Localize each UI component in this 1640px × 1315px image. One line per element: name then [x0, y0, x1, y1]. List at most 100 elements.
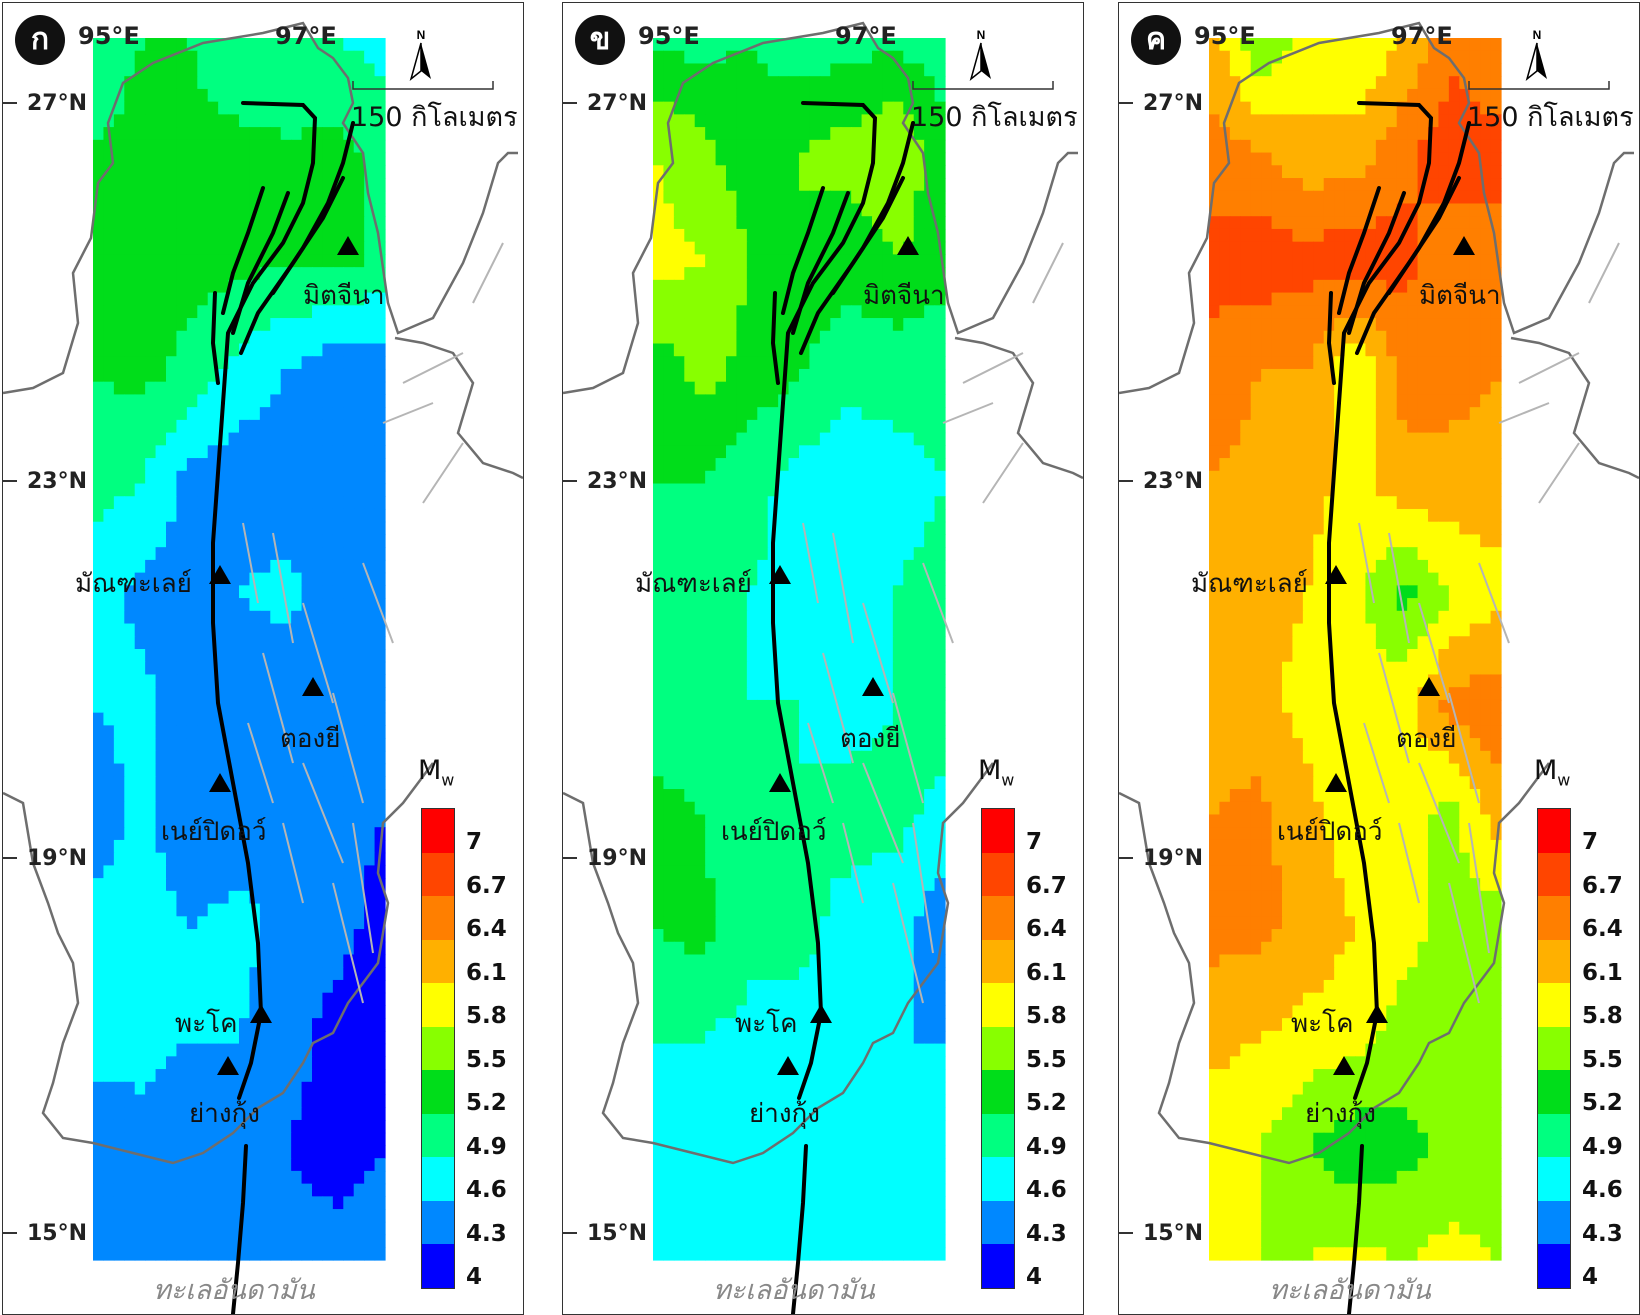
latitude-label: 19°N	[587, 846, 648, 871]
svg-text:N: N	[417, 28, 426, 42]
legend-swatch	[1538, 1200, 1570, 1244]
city-triangle-icon	[1366, 1004, 1388, 1023]
city-triangle-icon	[769, 565, 791, 584]
legend-tick-label: 6.4	[1582, 916, 1623, 942]
city-triangle-icon	[810, 1004, 832, 1023]
legend-swatch	[422, 809, 454, 853]
magnitude-map	[3, 21, 523, 1314]
legend-swatch	[1538, 896, 1570, 940]
city-triangle-icon	[217, 1056, 239, 1075]
city-label: ตองยี	[280, 724, 341, 754]
coastline	[3, 762, 434, 1165]
legend-tick-label: 4.3	[1026, 1220, 1067, 1247]
longitude-label: 95°E	[638, 22, 700, 50]
legend-tick-label: 7	[1582, 829, 1599, 855]
city-label: เนย์ปิดอว์	[161, 817, 267, 847]
city-triangle-icon	[1453, 236, 1475, 255]
north-arrow-icon: N	[968, 27, 994, 87]
legend-tick-label: 5.5	[1026, 1046, 1067, 1073]
major-faults	[1326, 101, 1471, 1314]
latitude-label: 27°N	[1143, 91, 1204, 116]
city-label: ย่างกุ้ง	[189, 1099, 260, 1129]
legend-tick-label: 5.2	[466, 1090, 507, 1116]
legend-tick-label: 5.5	[466, 1046, 507, 1073]
latitude-label: 27°N	[27, 91, 88, 116]
legend-swatch	[982, 1070, 1014, 1114]
color-legend	[981, 808, 1015, 1289]
legend-tick-label: 4	[1582, 1264, 1599, 1290]
legend-tick-label: 4.6	[1582, 1177, 1623, 1203]
longitude-label: 95°E	[78, 22, 140, 50]
latitude-label: 19°N	[27, 846, 88, 871]
magnitude-raster	[653, 38, 946, 1261]
sea-label: ทะเลอันดามัน	[1269, 1275, 1431, 1306]
color-legend	[421, 808, 455, 1289]
legend-tick-label: 6.7	[1026, 872, 1067, 899]
legend-swatch	[1538, 1026, 1570, 1070]
city-label: มิตจีนา	[303, 281, 385, 311]
latitude-label: 27°N	[587, 91, 648, 116]
minor-faults	[802, 242, 1064, 1004]
country-border	[563, 21, 1083, 480]
country-border	[1119, 21, 1639, 480]
city-markers	[209, 236, 359, 1075]
legend-tick-label: 4.9	[1582, 1133, 1623, 1160]
scale-label: 150 กิโลเมตร	[911, 102, 1078, 133]
legend-tick-label: 6.4	[466, 916, 507, 942]
city-label: พะโค	[175, 1009, 238, 1039]
city-label: เนย์ปิดอว์	[1277, 817, 1383, 847]
map-panel-3: ค 95°E 97°E 27°N 23°N 19°N 15°N มิตจีนา มัณฑะเลย…	[1118, 2, 1640, 1315]
legend-swatch	[422, 1113, 454, 1157]
legend-swatch	[422, 852, 454, 896]
color-legend	[1537, 808, 1571, 1289]
legend-swatch	[1538, 852, 1570, 896]
city-label: มัณฑะเลย์	[75, 569, 192, 599]
legend-swatch	[422, 939, 454, 983]
panel-badge: ก	[15, 15, 65, 65]
city-label: มัณฑะเลย์	[635, 569, 752, 599]
legend-tick-label: 6.7	[466, 872, 507, 899]
legend-title: Mw	[418, 755, 455, 790]
city-triangle-icon	[897, 236, 919, 255]
legend-swatch	[982, 1113, 1014, 1157]
magnitude-raster	[93, 38, 386, 1261]
sea-label: ทะเลอันดามัน	[153, 1275, 315, 1306]
legend-tick-label: 5.5	[1582, 1046, 1623, 1073]
city-triangle-icon	[769, 773, 791, 792]
legend-tick-label: 6.1	[1026, 959, 1067, 986]
legend-tick-label: 6.1	[466, 959, 507, 986]
city-triangle-icon	[1418, 677, 1440, 696]
city-triangle-icon	[1325, 773, 1347, 792]
legend-swatch	[422, 1070, 454, 1114]
sea-label: ทะเลอันดามัน	[713, 1275, 875, 1306]
city-markers	[1325, 236, 1475, 1075]
scale-bar	[352, 81, 494, 90]
city-label: พะโค	[1291, 1009, 1354, 1039]
legend-tick-label: 6.4	[1026, 916, 1067, 942]
legend-swatch	[1538, 1244, 1570, 1288]
city-triangle-icon	[1333, 1056, 1355, 1075]
country-border	[3, 21, 523, 480]
legend-swatch	[1538, 939, 1570, 983]
longitude-label: 97°E	[275, 22, 337, 50]
legend-swatch	[982, 1157, 1014, 1201]
map-panel-2: ข 95°E 97°E 27°N 23°N 19°N 15°N มิตจีนา มัณฑะเลย…	[562, 2, 1084, 1315]
legend-swatch	[982, 939, 1014, 983]
city-triangle-icon	[1325, 565, 1347, 584]
scale-bar	[912, 81, 1054, 90]
latitude-label: 15°N	[27, 1221, 88, 1246]
longitude-label: 95°E	[1194, 22, 1256, 50]
legend-tick-label: 7	[1026, 829, 1043, 855]
legend-tick-label: 5.8	[1582, 1003, 1623, 1029]
panel-badge: ค	[1131, 15, 1181, 65]
legend-swatch	[1538, 1113, 1570, 1157]
legend-tick-label: 4	[1026, 1264, 1043, 1290]
city-label: เนย์ปิดอว์	[721, 817, 827, 847]
major-faults	[770, 101, 915, 1314]
city-triangle-icon	[209, 565, 231, 584]
city-triangle-icon	[302, 677, 324, 696]
longitude-label: 97°E	[835, 22, 897, 50]
city-triangle-icon	[862, 677, 884, 696]
minor-faults	[242, 242, 504, 1004]
legend-swatch	[982, 896, 1014, 940]
